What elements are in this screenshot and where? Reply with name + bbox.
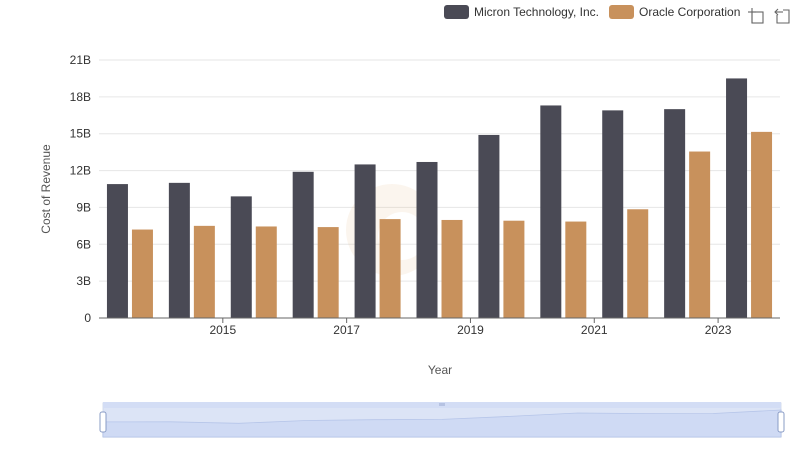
bar-oracle-2018[interactable] (379, 219, 401, 318)
bar-micron-2021[interactable] (540, 105, 562, 318)
y-axis-ticks: 0 3B 6B 9B 12B 15B 18B 21B (70, 53, 92, 325)
x-tick-label: 2017 (333, 323, 360, 337)
bar-micron-2016[interactable] (230, 196, 252, 318)
bar-micron-2022[interactable] (602, 110, 624, 318)
x-tick-label: 2021 (581, 323, 608, 337)
x-axis-ticks: 2015 2017 2019 2021 2023 (209, 318, 732, 337)
legend[interactable]: Micron Technology, Inc. Oracle Corporati… (444, 5, 740, 19)
legend-item-micron[interactable]: Micron Technology, Inc. (444, 5, 599, 19)
legend-swatch-oracle (609, 5, 634, 19)
bars (106, 78, 773, 319)
legend-swatch-micron (444, 5, 469, 19)
y-tick-label: 12B (70, 164, 91, 178)
bar-micron-2014[interactable] (106, 184, 128, 318)
legend-label-micron: Micron Technology, Inc. (474, 5, 599, 19)
legend-item-oracle[interactable]: Oracle Corporation (609, 5, 740, 19)
y-tick-label: 15B (70, 127, 91, 141)
y-tick-label: 18B (70, 90, 91, 104)
y-tick-label: 3B (76, 274, 91, 288)
y-tick-label: 21B (70, 53, 91, 67)
slider-handle-right[interactable] (777, 411, 785, 433)
bar-oracle-2015[interactable] (193, 225, 215, 318)
bar-micron-2020[interactable] (478, 134, 500, 318)
zoom-icon[interactable] (748, 8, 764, 24)
y-tick-label: 6B (76, 237, 91, 251)
x-tick-label: 2015 (209, 323, 236, 337)
data-zoom-slider[interactable] (99, 402, 785, 438)
bar-oracle-2020[interactable] (503, 220, 525, 318)
slider-selection[interactable] (103, 408, 781, 437)
x-axis-title: Year (428, 363, 452, 377)
bar-oracle-2023[interactable] (689, 151, 711, 318)
bar-micron-2024[interactable] (726, 78, 748, 318)
bar-micron-2018[interactable] (354, 164, 376, 318)
bar-oracle-2016[interactable] (255, 226, 277, 318)
legend-label-oracle: Oracle Corporation (639, 5, 740, 19)
bar-micron-2023[interactable] (664, 109, 686, 319)
slider-handle-left[interactable] (99, 411, 107, 433)
x-tick-label: 2019 (457, 323, 484, 337)
bar-micron-2015[interactable] (168, 182, 190, 318)
y-tick-label: 0 (84, 311, 91, 325)
bar-oracle-2024[interactable] (751, 131, 773, 318)
y-axis-title: Cost of Revenue (39, 144, 53, 234)
bar-micron-2019[interactable] (416, 161, 438, 318)
bar-oracle-2019[interactable] (441, 219, 463, 318)
bar-oracle-2021[interactable] (565, 221, 587, 318)
bar-micron-2017[interactable] (292, 171, 314, 318)
bar-oracle-2022[interactable] (627, 209, 649, 318)
x-tick-label: 2023 (705, 323, 732, 337)
y-tick-label: 9B (76, 200, 91, 214)
bar-oracle-2017[interactable] (317, 227, 339, 318)
restore-icon[interactable] (774, 8, 790, 24)
bar-oracle-2014[interactable] (131, 229, 153, 318)
slider-grip-icon (439, 403, 445, 406)
